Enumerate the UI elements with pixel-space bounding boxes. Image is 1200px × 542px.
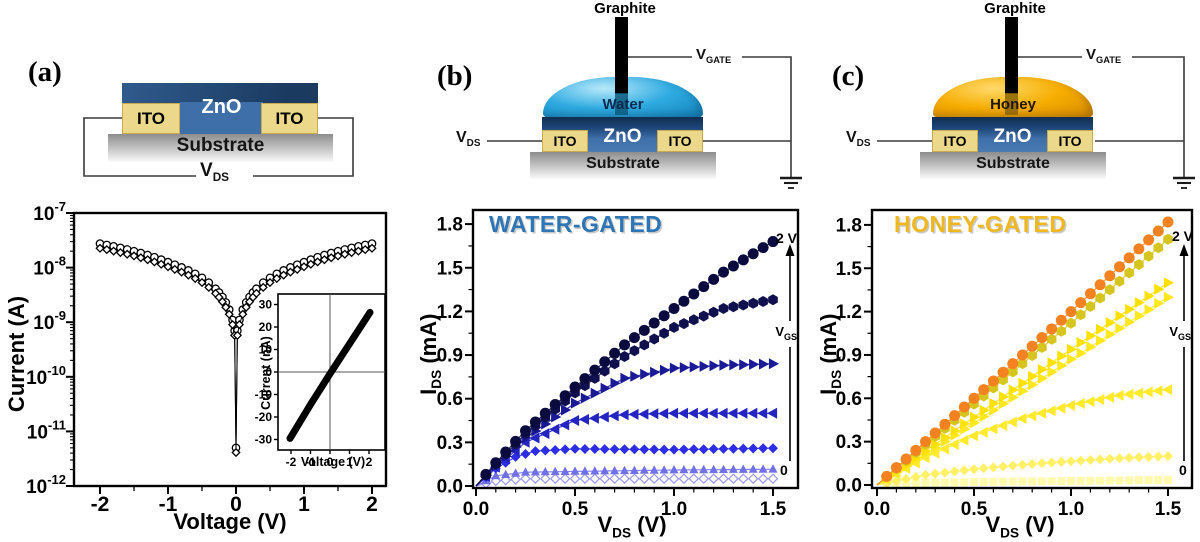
vgate-label: VGATE: [696, 46, 732, 65]
svg-text:2 V: 2 V: [776, 230, 798, 246]
vgate-label: VGATE: [1086, 46, 1122, 65]
graphite-electrode: [1005, 17, 1018, 94]
svg-text:0.3: 0.3: [437, 433, 463, 454]
svg-text:-30: -30: [255, 433, 273, 447]
b-yaxis-title: IDS (mA): [415, 313, 445, 395]
svg-text:0.6: 0.6: [836, 389, 862, 410]
zno-label: ZnO: [603, 126, 642, 147]
ito-electrode-left: ITO: [122, 103, 180, 134]
svg-text:-20: -20: [255, 410, 273, 424]
svg-text:0.5: 0.5: [562, 499, 589, 520]
water-output-plot: 0.0 0.5 1.0 1.5 0.0 0.3 0.6 0.9 1.2 1.5 1.8 2 V VGS 0: [437, 208, 800, 520]
graphite-electrode-tip: [1005, 93, 1018, 115]
svg-text:0: 0: [327, 455, 334, 469]
svg-text:0: 0: [1179, 462, 1187, 478]
b-xaxis-title: VDS (V): [597, 512, 667, 541]
svg-text:0.6: 0.6: [437, 389, 463, 410]
panel-c-label: (c): [832, 60, 865, 92]
svg-text:1.5: 1.5: [437, 258, 464, 279]
ito-electrode-right: ITO: [1047, 130, 1093, 152]
svg-text:10-12: 10-12: [26, 472, 66, 498]
svg-text:10-10: 10-10: [26, 363, 66, 389]
svg-text:1.8: 1.8: [836, 215, 862, 236]
c-xaxis-title: VDS (V): [985, 512, 1055, 541]
svg-text:1.8: 1.8: [437, 215, 463, 236]
a-yaxis-title: Current (A): [4, 295, 29, 413]
svg-text:10: 10: [259, 343, 273, 357]
ground-icon: [780, 176, 802, 189]
water-gated-title: WATER-GATED: [489, 211, 663, 237]
svg-text:20: 20: [259, 320, 273, 334]
svg-text:2: 2: [366, 493, 378, 516]
honey-label: Honey: [990, 96, 1036, 113]
graphite-label: Graphite: [984, 0, 1046, 17]
c-yaxis-title: IDS (mA): [815, 313, 845, 395]
graphite-label: Graphite: [594, 0, 656, 17]
substrate: Substrate: [108, 134, 333, 162]
ito-electrode-left: ITO: [542, 130, 588, 152]
svg-text:0.0: 0.0: [437, 477, 463, 498]
svg-text:10-7: 10-7: [33, 199, 66, 225]
honey-output-plot: 0.0 0.5 1.0 1.5 0.0 0.3 0.6 0.9 1.2 1.5 1.8 2 V VGS 0: [836, 208, 1194, 520]
svg-text:1.5: 1.5: [836, 259, 863, 280]
svg-text:1.0: 1.0: [661, 499, 687, 520]
zno-label: ZnO: [201, 96, 242, 118]
vds-label: VDS: [456, 129, 481, 150]
svg-text:0: 0: [265, 365, 272, 379]
svg-text:1.0: 1.0: [1058, 499, 1084, 520]
svg-text:1.2: 1.2: [437, 302, 463, 323]
svg-text:-10: -10: [255, 388, 273, 402]
substrate: Substrate: [530, 152, 716, 179]
substrate: Substrate: [920, 152, 1106, 179]
graphite-electrode-tip: [615, 93, 628, 115]
svg-text:-2: -2: [91, 493, 110, 516]
vds-label: VDS: [846, 129, 871, 150]
svg-text:VGS: VGS: [1169, 324, 1191, 342]
graphite-electrode: [615, 17, 628, 94]
svg-text:2 V: 2 V: [1172, 228, 1194, 244]
svg-text:0.5: 0.5: [961, 499, 988, 520]
inset-yaxis-title: Current (nA): [259, 336, 273, 410]
svg-text:VGS: VGS: [775, 324, 797, 342]
zno-top-layer: [122, 83, 318, 104]
svg-text:0: 0: [780, 462, 788, 478]
svg-text:-1: -1: [159, 493, 178, 516]
svg-text:0.9: 0.9: [836, 345, 862, 366]
svg-text:-1: -1: [305, 455, 316, 469]
ito-electrode-right: ITO: [261, 103, 318, 134]
svg-text:30: 30: [259, 298, 273, 312]
zno-channel: [180, 102, 263, 135]
svg-text:1.5: 1.5: [760, 499, 787, 520]
svg-text:0.0: 0.0: [864, 499, 890, 520]
svg-text:2: 2: [366, 455, 373, 469]
panel-a-label: (a): [28, 56, 62, 88]
svg-text:10-9: 10-9: [33, 308, 66, 334]
inset-xaxis-title: Voltage (V): [300, 455, 366, 469]
svg-text:0.0: 0.0: [463, 499, 489, 520]
svg-text:1: 1: [298, 493, 310, 516]
svg-text:1: 1: [346, 455, 353, 469]
svg-text:10-8: 10-8: [33, 254, 66, 280]
honey-gated-title: HONEY-GATED: [894, 211, 1067, 237]
zno-label: ZnO: [993, 126, 1032, 147]
svg-text:0.9: 0.9: [437, 346, 463, 367]
ground-icon: [1173, 176, 1195, 189]
svg-text:0: 0: [230, 493, 242, 516]
ito-electrode-left: ITO: [932, 130, 978, 152]
a-xaxis-title: Voltage (V): [173, 509, 287, 534]
water-label: Water: [602, 96, 644, 113]
svg-text:1.5: 1.5: [1155, 499, 1182, 520]
vds-label: VDS: [200, 160, 230, 184]
svg-text:0.0: 0.0: [836, 476, 862, 497]
svg-text:0.3: 0.3: [836, 432, 862, 453]
svg-text:10-11: 10-11: [27, 417, 66, 443]
svg-text:-2: -2: [286, 455, 297, 469]
panel-b-label: (b): [437, 60, 473, 92]
ito-electrode-right: ITO: [657, 130, 703, 152]
svg-text:1.2: 1.2: [836, 302, 862, 323]
